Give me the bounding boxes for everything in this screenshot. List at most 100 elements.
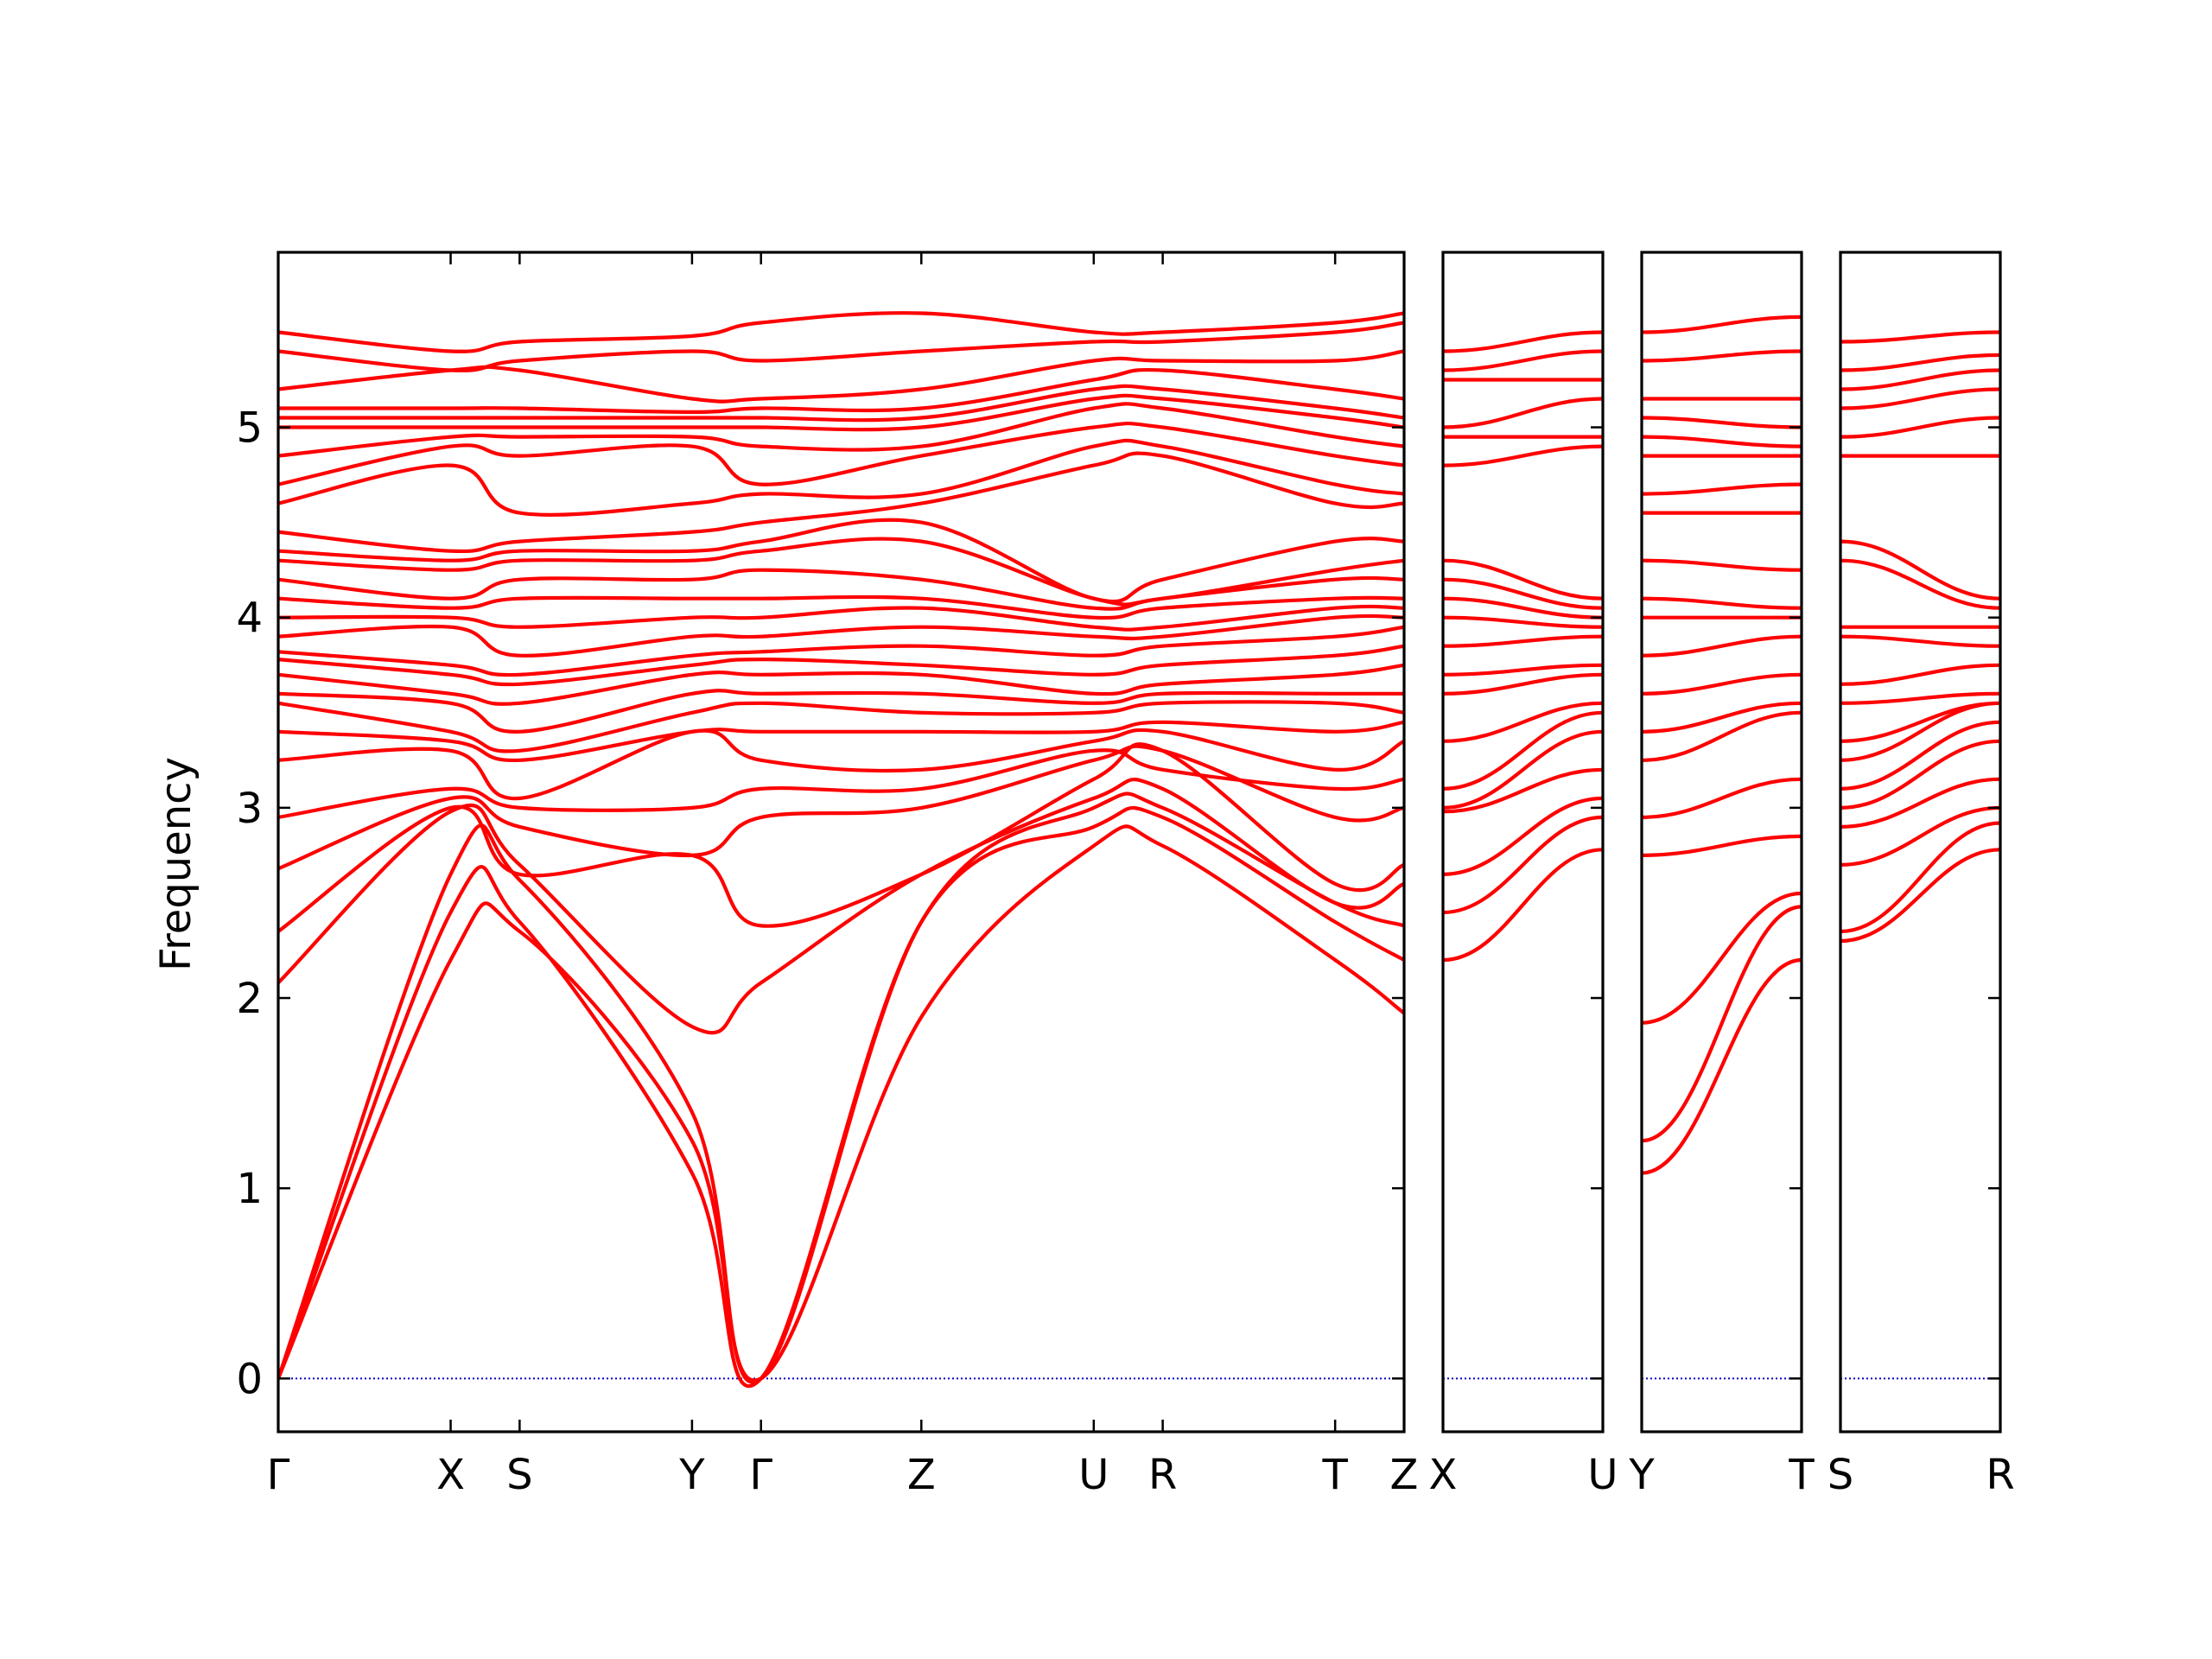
band-lines — [1443, 330, 1603, 1380]
x-tick-label: Γ — [267, 1451, 290, 1499]
band-line-15 — [278, 613, 1404, 658]
band-line-3 — [278, 791, 1404, 1384]
band-line-6 — [1642, 710, 1802, 762]
band-line-5 — [278, 742, 1404, 934]
band-line-13 — [1443, 577, 1603, 610]
band-lines — [278, 311, 1404, 1389]
band-line-2 — [1642, 905, 1802, 1143]
band-line-14 — [278, 625, 1404, 677]
x-tick-label: X — [1429, 1451, 1458, 1499]
band-line-11 — [1443, 615, 1603, 629]
band-line-17 — [278, 594, 1404, 620]
panel-frame — [1441, 251, 1605, 1433]
band-line-4 — [278, 777, 1404, 1035]
band-line-29 — [278, 321, 1404, 372]
band-line-14 — [1840, 539, 2000, 601]
band-line-5 — [1443, 729, 1603, 810]
y-axis-label: Frequency — [152, 757, 200, 971]
band-line-12 — [278, 663, 1404, 706]
band-line-3 — [1840, 805, 2000, 867]
band-line-14 — [1642, 482, 1802, 496]
panel-frame — [276, 251, 1406, 1433]
band-line-4 — [1642, 834, 1802, 857]
band-line-20 — [278, 518, 1404, 604]
band-line-7 — [1642, 701, 1802, 734]
y-tick-label: 2 — [236, 975, 263, 1023]
x-tick-label: T — [1322, 1451, 1349, 1499]
panel-frame — [1640, 251, 1803, 1433]
band-line-3 — [1642, 891, 1802, 1025]
y-tick-label: 4 — [236, 594, 263, 643]
x-tick-label: Y — [678, 1451, 705, 1499]
band-line-7 — [278, 748, 1404, 819]
band-line-17 — [1840, 387, 2000, 410]
band-line-8 — [278, 728, 1404, 801]
band-line-7 — [1443, 701, 1603, 743]
panel-frame — [1839, 251, 2002, 1433]
band-line-11 — [1642, 596, 1802, 610]
x-tick-label: R — [1986, 1451, 2014, 1499]
band-line-24 — [278, 402, 1404, 458]
band-line-16 — [1642, 435, 1802, 448]
band-line-6 — [1840, 720, 2000, 791]
band-line-8 — [1443, 672, 1603, 696]
band-line-2 — [1443, 815, 1603, 915]
band-line-17 — [1642, 416, 1802, 429]
x-tick-label: U — [1078, 1451, 1109, 1499]
band-line-20 — [1642, 315, 1802, 334]
band-line-9 — [278, 720, 1404, 763]
x-tick-label: Γ — [749, 1451, 772, 1499]
x-tick-label: Z — [1390, 1451, 1419, 1499]
band-line-16 — [278, 604, 1404, 632]
band-line-12 — [1443, 596, 1603, 620]
x-tick-label: Y — [1628, 1451, 1655, 1499]
band-line-17 — [1443, 397, 1603, 429]
band-line-20 — [1443, 330, 1603, 353]
band-line-19 — [1840, 353, 2000, 372]
band-line-5 — [1642, 777, 1802, 819]
band-line-6 — [1443, 710, 1603, 791]
band-line-12 — [1642, 558, 1802, 572]
band-line-15 — [1443, 444, 1603, 467]
band-line-8 — [1642, 672, 1802, 696]
band-line-5 — [1840, 739, 2000, 810]
y-tick-label: 3 — [236, 785, 263, 833]
band-line-10 — [1840, 663, 2000, 686]
band-line-19 — [278, 537, 1404, 607]
band-line-9 — [1642, 634, 1802, 658]
y-tick-label: 5 — [236, 404, 263, 453]
band-line-13 — [278, 644, 1404, 687]
band-line-1 — [1840, 848, 2000, 944]
band-line-26 — [278, 384, 1404, 423]
x-tick-label: X — [436, 1451, 465, 1499]
band-lines — [1642, 315, 1802, 1380]
y-tick-label: 1 — [236, 1165, 263, 1213]
band-line-21 — [278, 451, 1404, 554]
y-tick-label: 0 — [236, 1355, 263, 1403]
band-line-9 — [1443, 663, 1603, 677]
band-lines — [1840, 330, 2000, 1380]
band-line-4 — [1840, 777, 2000, 829]
band-line-11 — [1840, 634, 2000, 648]
band-line-11 — [278, 689, 1404, 734]
band-line-27 — [278, 367, 1404, 414]
band-line-30 — [278, 311, 1404, 353]
band-line-25 — [278, 393, 1404, 432]
x-tick-label: T — [1788, 1451, 1815, 1499]
x-tick-label: S — [1827, 1451, 1853, 1499]
x-tick-label: Z — [907, 1451, 936, 1499]
band-line-2 — [1840, 821, 2000, 934]
band-line-10 — [278, 700, 1404, 753]
band-line-1 — [1443, 848, 1603, 963]
band-line-16 — [1840, 416, 2000, 439]
x-tick-label: S — [506, 1451, 532, 1499]
band-line-1 — [1642, 957, 1802, 1175]
band-line-20 — [1840, 330, 2000, 344]
